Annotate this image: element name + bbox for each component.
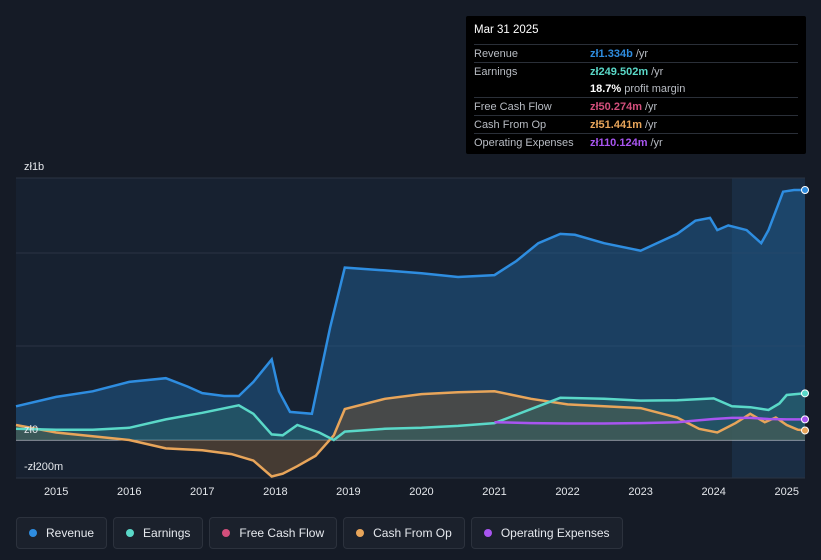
legend-label: Operating Expenses	[500, 526, 610, 540]
tooltip-row-revenue: Revenue zł1.334b /yr	[474, 44, 798, 62]
revenue-area	[16, 190, 805, 440]
legend-operating-expenses[interactable]: Operating Expenses	[470, 517, 623, 549]
y-tick-label: -zł200m	[24, 461, 63, 473]
x-tick-label: 2024	[701, 486, 725, 498]
tooltip-label: Cash From Op	[474, 118, 547, 131]
financial-chart: zł1b zł0 -zł200m 2015 2016 2017 2018 2019 2020 20…	[15, 161, 809, 498]
tooltip-unit: /yr	[650, 136, 663, 149]
revenue-end-marker	[801, 186, 809, 194]
tooltip-value: zł1.334b	[590, 47, 633, 60]
tooltip-row-cash-from-op: Cash From Op zł51.441m /yr	[474, 115, 798, 133]
legend-earnings[interactable]: Earnings	[113, 517, 204, 549]
tooltip-unit: /yr	[635, 47, 649, 60]
tooltip-unit: /yr	[651, 65, 664, 78]
legend-dot-icon	[29, 529, 37, 537]
tooltip-value: zł110.124m	[590, 136, 648, 149]
tooltip-date: Mar 31 2025	[474, 24, 539, 36]
legend-free-cash-flow[interactable]: Free Cash Flow	[209, 517, 338, 549]
y-tick-label: zł1b	[24, 161, 44, 173]
x-tick-label: 2025	[774, 486, 798, 498]
cash-from-op-line	[15, 390, 806, 478]
tooltip-row-earnings: Earnings zł249.502m /yr	[474, 62, 798, 80]
x-tick-label: 2020	[409, 486, 433, 498]
x-tick-label: 2018	[263, 486, 287, 498]
tooltip-value: zł249.502m	[590, 65, 649, 78]
tooltip-row-operating-expenses: Operating Expenses zł110.124m /yr	[474, 133, 798, 151]
tooltip-row-profit-margin: 18.7% profit margin	[474, 80, 798, 97]
earnings-end-marker	[801, 389, 809, 398]
legend-dot-icon	[222, 529, 231, 537]
revenue-line	[15, 188, 805, 416]
x-tick-label: 2016	[117, 486, 141, 498]
tooltip-value: 18.7%	[590, 82, 622, 95]
tooltip-unit: /yr	[644, 100, 658, 113]
legend-dot-icon	[356, 529, 365, 537]
data-tooltip: Mar 31 2025 Revenue zł1.334b /yr Earning…	[466, 16, 806, 154]
cash-from-op-end-marker	[801, 426, 809, 435]
earnings-line	[15, 392, 806, 442]
legend-label: Revenue	[46, 526, 95, 540]
x-tick-label: 2019	[336, 486, 360, 498]
tooltip-value: zł50.274m	[590, 100, 642, 113]
chart-legend: Revenue Earnings Free Cash Flow Cash Fro…	[16, 517, 623, 549]
tooltip-label: Free Cash Flow	[474, 100, 552, 113]
x-tick-label: 2021	[482, 486, 506, 498]
legend-cash-from-op[interactable]: Cash From Op	[343, 517, 465, 549]
x-tick-label: 2017	[190, 486, 214, 498]
operating-expenses-end-marker	[801, 415, 809, 424]
tooltip-label: Revenue	[474, 47, 519, 60]
operating-expenses-line	[494, 416, 805, 425]
legend-dot-icon	[483, 529, 492, 537]
legend-label: Earnings	[143, 526, 191, 540]
tooltip-label: Operating Expenses	[474, 136, 574, 149]
x-tick-label: 2023	[628, 486, 652, 498]
tooltip-unit: /yr	[644, 118, 658, 131]
legend-label: Free Cash Flow	[239, 526, 325, 540]
legend-revenue[interactable]: Revenue	[16, 517, 108, 549]
tooltip-label: Earnings	[474, 65, 518, 78]
tooltip-unit: profit margin	[624, 82, 686, 95]
x-tick-label: 2015	[44, 486, 68, 498]
tooltip-row-free-cash-flow: Free Cash Flow zł50.274m /yr	[474, 97, 798, 115]
legend-label: Cash From Op	[373, 526, 452, 540]
y-tick-label: zł0	[24, 424, 38, 436]
x-tick-label: 2022	[555, 486, 579, 498]
cash-from-op-area	[16, 391, 805, 477]
tooltip-value: zł51.441m	[590, 118, 642, 131]
earnings-area	[16, 393, 805, 440]
legend-dot-icon	[126, 529, 135, 537]
